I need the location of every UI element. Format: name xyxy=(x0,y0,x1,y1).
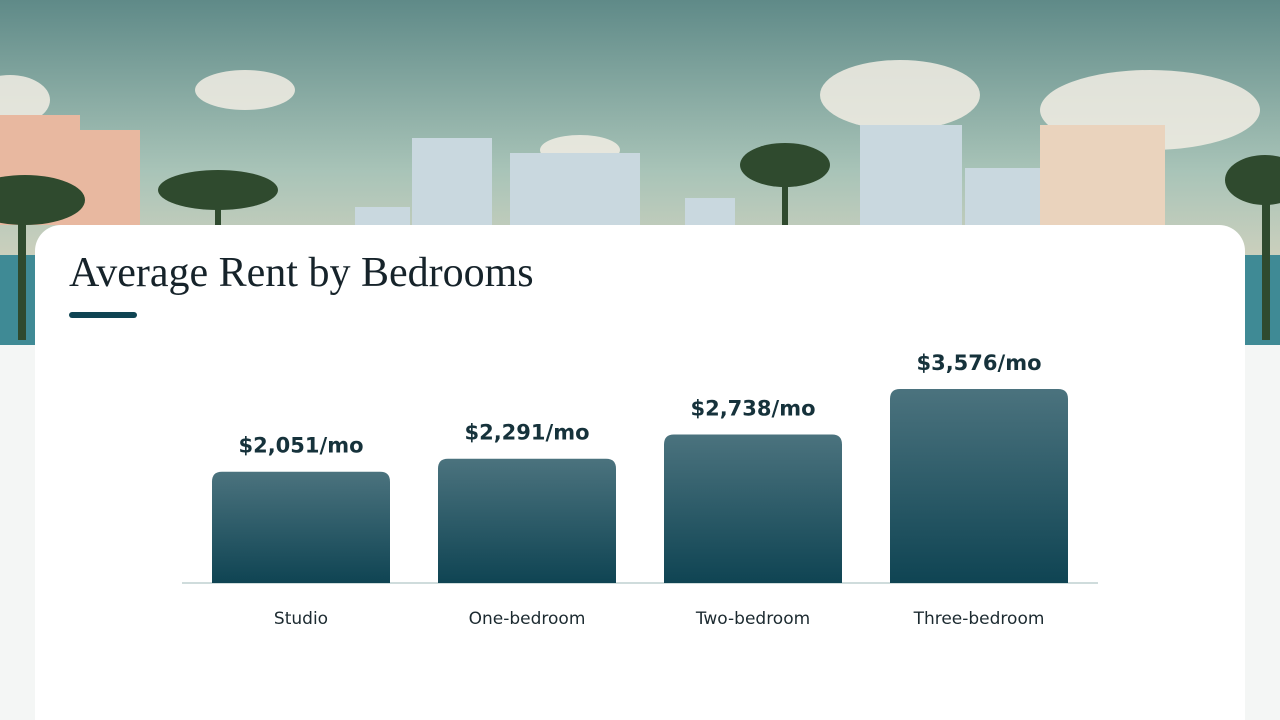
bar xyxy=(664,434,842,583)
bar xyxy=(890,389,1068,583)
chart: $2,051/mo Studio $2,291/mo One-bedroom $2,73… xyxy=(182,351,1098,629)
x-tick-label: One-bedroom xyxy=(469,609,586,629)
value-label: $2,051/mo xyxy=(238,434,363,458)
bar xyxy=(212,471,390,583)
value-label: $3,576/mo xyxy=(916,351,1041,375)
x-tick-label: Three-bedroom xyxy=(913,609,1045,629)
chart-card: Average Rent by Bedrooms $2,051/mo Studio… xyxy=(35,225,1245,720)
chart-title: Average Rent by Bedrooms xyxy=(69,250,534,296)
value-label: $2,291/mo xyxy=(464,421,589,445)
title-underline xyxy=(69,312,137,318)
bar xyxy=(438,458,616,583)
x-tick-label: Two-bedroom xyxy=(695,609,810,629)
x-tick-label: Studio xyxy=(274,609,328,629)
value-label: $2,738/mo xyxy=(690,396,815,420)
